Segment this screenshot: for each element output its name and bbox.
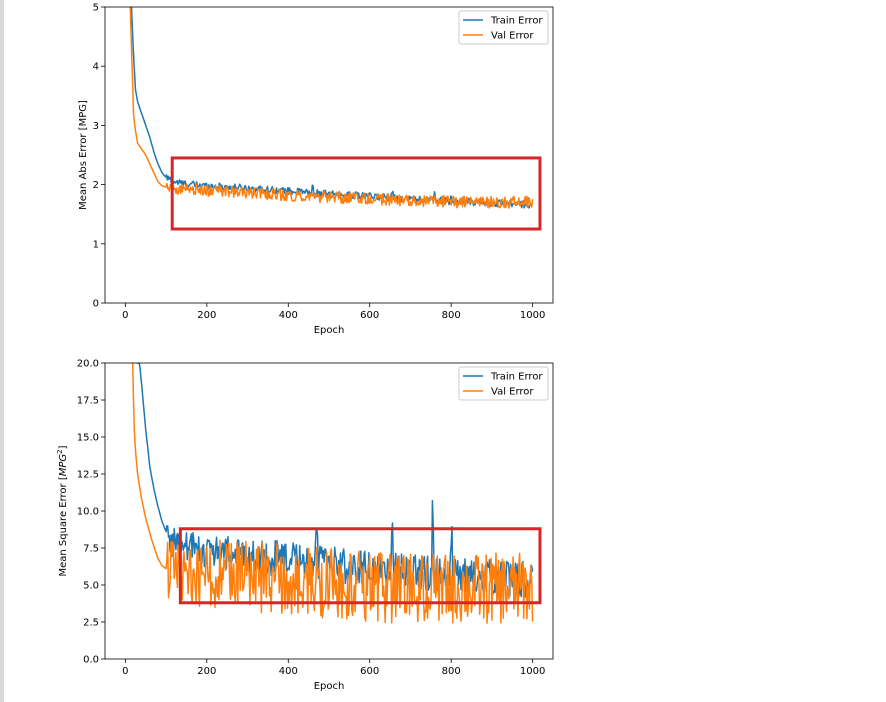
- mae-chart: 0 200 400 600 800 1000 0 1 2 3 4 5 Epoch Mean Abs E…: [78, 3, 554, 336]
- mse-y-tick-label: 12.5: [77, 470, 99, 481]
- mse-chart: 0 200 400 600 800 1000 0.0 2.5 5.0 7.5 10.0 12.5 15.…: [56, 359, 554, 692]
- mse-x-tick-label: 400: [279, 666, 298, 677]
- mae-x-tick-label: 800: [442, 310, 461, 321]
- mae-highlight-box: [170, 156, 542, 231]
- mse-y-tick-label: 0.0: [83, 655, 99, 666]
- mae-x-tick-label: 200: [197, 310, 216, 321]
- mse-y-tick-label: 20.0: [77, 359, 99, 370]
- mae-y-tick-label: 4: [93, 62, 99, 73]
- mse-y-tick-label: 5.0: [83, 581, 99, 592]
- mae-x-tick-label: 600: [360, 310, 379, 321]
- mae-x-tick-label: 1000: [520, 310, 545, 321]
- left-border: [0, 0, 4, 702]
- mse-y-axis-label: Mean Square Error [MPG2]: [56, 445, 69, 576]
- mse-y-tick-label: 17.5: [77, 396, 99, 407]
- mae-x-tick-label: 400: [279, 310, 298, 321]
- mae-y-axis-label: Mean Abs Error [MPG]: [78, 100, 89, 210]
- mse-series-val-line: [131, 363, 534, 624]
- mae-y-tick-label: 0: [93, 299, 99, 310]
- mae-series-val-line: [129, 7, 534, 209]
- mse-legend-val-label: Val Error: [491, 387, 534, 398]
- mse-plot-frame: [104, 362, 554, 660]
- mae-plot-frame: [104, 6, 554, 304]
- mae-x-tick-label: 0: [122, 310, 128, 321]
- mae-legend: Train Error Val Error: [458, 10, 549, 45]
- mae-y-tick-label: 1: [93, 239, 99, 250]
- mse-y-label-main: Mean Square Error [: [58, 476, 69, 576]
- mae-ticks-layer: 0 200 400 600 800 1000 0 1 2 3 4 5: [93, 3, 546, 322]
- mse-y-tick-label: 15.0: [77, 433, 99, 444]
- mae-legend-train-label: Train Error: [490, 16, 543, 27]
- mse-y-tick-label: 7.5: [83, 544, 99, 555]
- mse-x-tick-label: 800: [442, 666, 461, 677]
- mse-series-layer: [131, 363, 534, 624]
- mse-legend-train-label: Train Error: [490, 372, 543, 383]
- mse-x-tick-label: 200: [197, 666, 216, 677]
- mae-x-axis-label: Epoch: [314, 325, 345, 336]
- mse-y-tick-label: 10.0: [77, 507, 99, 518]
- mse-y-label-exp: 2: [56, 449, 64, 453]
- mse-ticks-layer: 0 200 400 600 800 1000 0.0 2.5 5.0 7.5 10.0 12.5 15.…: [77, 359, 546, 678]
- mse-x-axis-label: Epoch: [314, 681, 345, 692]
- mae-y-tick-label: 2: [93, 180, 99, 191]
- mse-y-tick-label: 2.5: [83, 618, 99, 629]
- mae-series-layer: [129, 7, 534, 209]
- mse-y-label-unit: MPG: [58, 454, 69, 477]
- mse-legend: Train Error Val Error: [458, 366, 549, 401]
- mse-highlight-box: [178, 527, 542, 605]
- mse-x-tick-label: 1000: [520, 666, 545, 677]
- mae-legend-val-label: Val Error: [491, 31, 534, 42]
- mse-x-tick-label: 0: [122, 666, 128, 677]
- mse-y-label-end: ]: [58, 445, 69, 449]
- mae-y-tick-label: 3: [93, 121, 99, 132]
- mae-y-tick-label: 5: [93, 3, 99, 14]
- mse-x-tick-label: 600: [360, 666, 379, 677]
